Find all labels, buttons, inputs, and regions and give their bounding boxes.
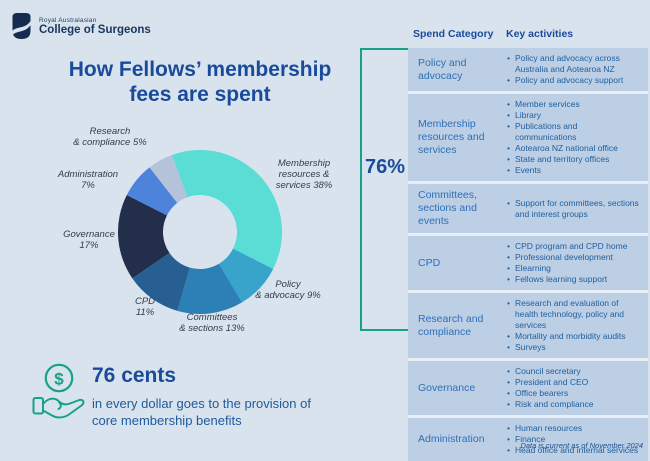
key-activities-cell: Research and evaluation of health techno…	[506, 298, 648, 353]
table-row: Policy and advocacy Policy and advocacy a…	[408, 48, 648, 91]
donut-chart	[118, 150, 282, 314]
activity-item: Member services	[506, 99, 640, 110]
table-row: Research and compliance Research and eval…	[408, 290, 648, 358]
dollar-in-hand-icon: $	[32, 362, 88, 429]
spend-category-cell: Policy and advocacy	[418, 56, 467, 82]
chart-label-cpd: CPD 11%	[134, 296, 156, 318]
key-activities-cell: Policy and advocacy across Australia and…	[506, 53, 648, 86]
spend-table-body: Policy and advocacy Policy and advocacy a…	[408, 48, 648, 461]
donut-segment-2	[177, 263, 242, 314]
key-activities-cell: Member servicesLibraryPublications and c…	[506, 99, 648, 176]
activity-item: Head office and internal services	[506, 445, 640, 456]
table-row: CPD CPD program and CPD homeProfessional …	[408, 233, 648, 290]
activity-item: CPD program and CPD home	[506, 241, 640, 252]
activity-item: Policy and advocacy across Australia and…	[506, 53, 640, 75]
donut-segment-6	[149, 154, 188, 203]
table-row: Membership resources and services Member …	[408, 91, 648, 181]
chart-label-membership: Membership resources & services 38%	[275, 158, 333, 191]
key-activities-cell: Support for committees, sections and int…	[506, 198, 648, 220]
activity-item: Publications and communications	[506, 121, 640, 143]
activity-item: Support for committees, sections and int…	[506, 198, 640, 220]
chart-label-research: Research & compliance 5%	[73, 126, 147, 148]
table-row: Committees, sections and events Support f…	[408, 181, 648, 233]
key-activities-cell: CPD program and CPD homeProfessional dev…	[506, 241, 648, 285]
activity-item: Mortality and morbidity audits	[506, 331, 640, 342]
spend-category-cell: Administration	[418, 433, 485, 445]
activity-item: Library	[506, 110, 640, 121]
donut-segment-4	[118, 195, 170, 279]
activity-item: Human resources	[506, 423, 640, 434]
spend-category-cell: CPD	[418, 256, 441, 269]
dollar-glyph: $	[54, 370, 64, 389]
activity-item: Council secretary	[506, 366, 640, 377]
donut-segment-0	[171, 150, 282, 269]
activity-item: Risk and compliance	[506, 399, 640, 410]
spend-category-cell: Governance	[418, 381, 476, 394]
page-title: How Fellows’ membership fees are spent	[68, 58, 332, 106]
table-row: Governance Council secretaryPresident and…	[408, 358, 648, 415]
activity-item: Fellows learning support	[506, 274, 640, 285]
activity-item: Finance	[506, 434, 640, 445]
activity-item: Events	[506, 165, 640, 176]
chart-label-administration: Administration 7%	[57, 169, 119, 191]
logo-line-1: Royal Australasian	[39, 16, 97, 24]
activity-item: Research and evaluation of health techno…	[506, 298, 640, 331]
activity-item: Elearning	[506, 263, 640, 274]
donut-segment-5	[126, 167, 178, 216]
header-spend-category: Spend Category	[413, 28, 494, 40]
activity-item: State and territory offices	[506, 154, 640, 165]
activity-item: Policy and advocacy support	[506, 75, 640, 86]
key-activities-cell: Council secretaryPresident and CEOOffice…	[506, 366, 648, 410]
callout-headline: 76 cents	[92, 364, 177, 387]
highlight-percent: 76%	[364, 156, 406, 178]
table-header-row: Spend Category Key activities	[408, 28, 648, 40]
racs-logo-text: Royal Australasian College of Surgeons	[39, 17, 151, 36]
table-row: Administration Human resourcesFinanceHead…	[408, 415, 648, 461]
racs-logo-icon	[12, 13, 31, 39]
spend-table: Spend Category Key activities Policy and…	[408, 28, 648, 461]
spend-category-cell: Membership resources and services	[418, 118, 485, 156]
spend-category-cell: Research and compliance	[418, 312, 484, 338]
chart-label-governance: Governance 17%	[63, 229, 115, 251]
footnote: Data is current as of November 2024	[520, 441, 643, 450]
header-key-activities: Key activities	[506, 28, 574, 40]
activity-item: Aotearoa NZ national office	[506, 143, 640, 154]
activity-item: Office bearers	[506, 388, 640, 399]
donut-chart-wrap	[118, 150, 282, 314]
spend-category-cell: Committees, sections and events	[418, 189, 477, 227]
activity-item: President and CEO	[506, 377, 640, 388]
activity-item: Surveys	[506, 342, 640, 353]
logo-line-2: College of Surgeons	[39, 23, 151, 36]
donut-segment-3	[132, 252, 190, 311]
callout-text: in every dollar goes to the provision of…	[92, 396, 311, 428]
activity-item: Professional development	[506, 252, 640, 263]
chart-label-committees: Committees & sections 13%	[179, 312, 245, 334]
key-activities-cell: Human resourcesFinanceHead office and in…	[506, 423, 648, 456]
donut-segment-1	[218, 248, 274, 303]
racs-logo: Royal Australasian College of Surgeons	[10, 12, 151, 40]
chart-label-policy: Policy & advocacy 9%	[255, 279, 321, 301]
